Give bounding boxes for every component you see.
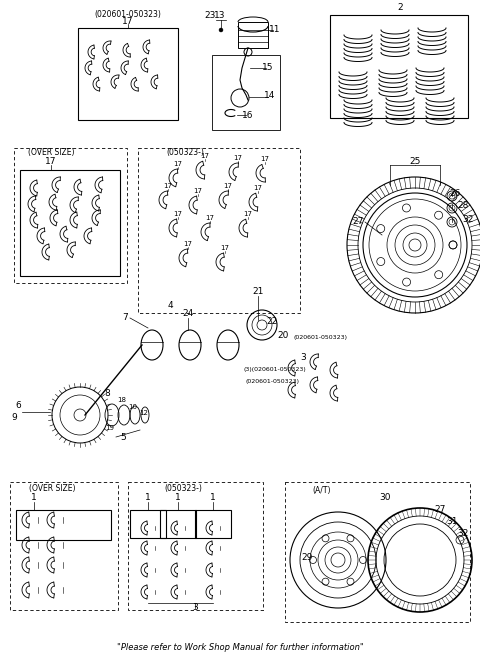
Text: 1: 1 (210, 493, 216, 502)
Text: (OVER SIZE): (OVER SIZE) (28, 148, 74, 157)
Bar (16, 510, 111, 540)
Text: 24: 24 (182, 310, 193, 319)
Text: (020601-050323): (020601-050323) (293, 335, 347, 340)
Text: 17: 17 (164, 183, 172, 189)
Circle shape (219, 28, 223, 32)
Bar (128, 482, 263, 610)
Text: "Please refer to Work Shop Manual for further information": "Please refer to Work Shop Manual for fu… (117, 644, 363, 653)
Text: 25: 25 (409, 157, 420, 167)
Text: 28: 28 (457, 201, 468, 211)
Text: 1: 1 (31, 493, 37, 502)
Bar (14, 148, 127, 283)
Text: 22: 22 (266, 318, 277, 327)
Text: 31: 31 (446, 518, 458, 527)
Text: 14: 14 (264, 91, 276, 100)
Text: 4: 4 (167, 302, 173, 310)
Text: (050323-): (050323-) (166, 148, 204, 157)
Bar (330, 15, 468, 118)
Text: (020601-050323): (020601-050323) (245, 380, 299, 384)
Text: 29: 29 (301, 554, 312, 562)
Text: (3)(020601-050323): (3)(020601-050323) (244, 367, 306, 373)
Text: 17: 17 (183, 241, 192, 247)
Text: 17: 17 (261, 156, 269, 162)
Text: 17: 17 (193, 188, 203, 194)
Text: 32: 32 (462, 216, 474, 224)
Text: 30: 30 (379, 493, 391, 502)
Text: 19: 19 (106, 425, 115, 431)
Text: 15: 15 (262, 64, 274, 73)
Text: 17: 17 (220, 245, 229, 251)
Text: 23: 23 (204, 12, 216, 20)
Text: 2: 2 (397, 3, 403, 12)
Bar (212, 55, 280, 130)
Bar (138, 148, 300, 313)
Text: 32: 32 (457, 529, 468, 537)
Text: 17: 17 (45, 157, 57, 167)
Text: 27: 27 (352, 218, 364, 226)
Bar (238, 22, 268, 48)
Bar (195, 510, 231, 538)
Text: 17: 17 (173, 161, 182, 167)
Bar (285, 482, 470, 622)
Text: 20: 20 (277, 331, 288, 340)
Text: 26: 26 (449, 190, 461, 199)
Text: 27: 27 (434, 506, 446, 514)
Text: 8: 8 (104, 388, 110, 398)
Text: 1: 1 (175, 493, 181, 502)
Text: 18: 18 (118, 397, 127, 403)
Text: 17: 17 (253, 185, 263, 191)
Text: 16: 16 (242, 110, 254, 119)
Text: 3: 3 (192, 604, 198, 613)
Text: 17: 17 (173, 211, 182, 217)
Text: 10: 10 (129, 404, 137, 410)
Text: 17: 17 (224, 183, 232, 189)
Text: 17: 17 (233, 155, 242, 161)
Text: 13: 13 (214, 12, 226, 20)
Text: 17: 17 (205, 215, 215, 221)
Text: 17: 17 (243, 211, 252, 217)
Text: 9: 9 (11, 413, 17, 422)
Bar (160, 510, 196, 538)
Text: (020601-050323): (020601-050323) (95, 9, 161, 18)
Text: (050323-): (050323-) (164, 483, 202, 493)
Text: 7: 7 (122, 314, 128, 323)
Text: 12: 12 (140, 410, 148, 416)
Bar (78, 28, 178, 120)
Text: 21: 21 (252, 287, 264, 297)
Bar (20, 170, 120, 276)
Text: 6: 6 (15, 401, 21, 409)
Text: 3: 3 (300, 354, 306, 363)
Text: 5: 5 (120, 432, 126, 441)
Text: 1: 1 (145, 493, 151, 502)
Text: 17: 17 (201, 153, 209, 159)
Text: 11: 11 (269, 26, 281, 35)
Text: (A/T): (A/T) (313, 485, 331, 495)
Bar (10, 482, 118, 610)
Text: (OVER SIZE): (OVER SIZE) (29, 483, 75, 493)
Bar (130, 510, 166, 538)
Text: 17: 17 (122, 18, 134, 26)
